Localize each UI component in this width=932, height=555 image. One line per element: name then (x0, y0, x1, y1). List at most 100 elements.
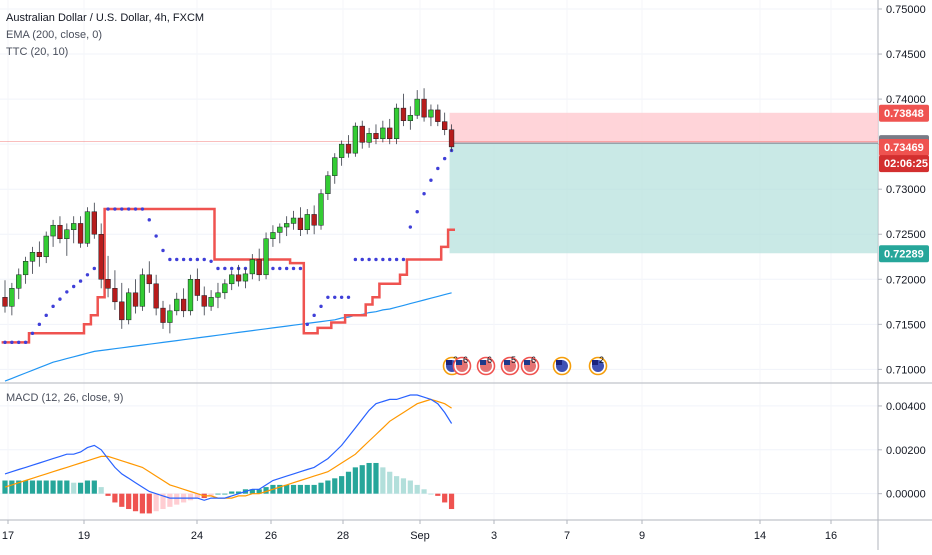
sar-dot (92, 266, 97, 271)
candle (22, 256, 29, 284)
bear-candle-body (256, 259, 262, 276)
candle (222, 279, 228, 300)
bull-candle-body (174, 298, 180, 312)
bull-candle-body (22, 261, 29, 276)
sar-dot (271, 266, 275, 271)
sar-dot (367, 257, 371, 262)
candle (263, 232, 269, 280)
bull-candle-body (126, 292, 132, 321)
price-tick-label: 0.72500 (886, 229, 926, 241)
candle (442, 112, 448, 136)
sar-dot (223, 266, 227, 271)
macd-histogram-bar (277, 484, 283, 494)
sar-dot (188, 257, 193, 262)
sar-dot (23, 340, 28, 345)
price-badge-box (879, 155, 929, 173)
macd-histogram-bar (71, 482, 77, 494)
candle (235, 264, 242, 287)
sar-dot (72, 284, 76, 289)
bull-candle-body (208, 297, 214, 307)
bear-candle-body (132, 292, 139, 307)
price-tick-label: 0.74500 (886, 49, 926, 61)
candle (187, 274, 194, 316)
event-count: 2 (599, 355, 604, 365)
sar-dot (195, 257, 200, 262)
candle (249, 254, 255, 280)
flag-canton (446, 360, 452, 365)
macd-signal-line (4, 398, 452, 499)
macd-histogram-bar (284, 484, 290, 494)
candle (352, 122, 359, 157)
event-us-flag[interactable]: 6 (476, 355, 496, 376)
bull-candle-body (222, 283, 228, 294)
bull-candle-body (16, 274, 22, 289)
bull-candle-body (9, 288, 15, 307)
bull-candle-body (215, 292, 221, 298)
macd-histogram-bar (297, 484, 304, 494)
candle (208, 290, 214, 311)
candle (414, 90, 420, 119)
price-badge-stop: 0.73848 (879, 104, 929, 122)
bear-candle-body (345, 143, 352, 154)
macd-histogram-bar (146, 493, 152, 514)
sar-dot (58, 297, 62, 301)
macd-histogram-bar (428, 493, 434, 495)
stop-loss-zone (449, 112, 878, 144)
sar-dot (3, 340, 7, 345)
macd-histogram-bar (311, 484, 317, 494)
bear-candle-body (359, 125, 365, 143)
candle (29, 246, 36, 274)
candle (9, 282, 15, 316)
price-badge-target: 0.72289 (879, 245, 929, 263)
candle (448, 124, 455, 152)
macd-histogram-bar (414, 484, 420, 494)
candle (77, 216, 84, 248)
sar-dot (230, 266, 234, 271)
time-tick-label: 14 (754, 530, 766, 542)
candle (16, 268, 22, 300)
candle (126, 288, 132, 325)
bull-candle-body (242, 273, 249, 282)
candle (290, 210, 297, 230)
macd-histogram-bar (126, 493, 132, 510)
event-us-flag[interactable]: 5 (500, 355, 520, 376)
candle (139, 268, 146, 311)
candle (421, 88, 427, 122)
bear-candle-body (180, 298, 187, 312)
candle (393, 103, 400, 145)
candle (153, 274, 159, 316)
event-au-flag[interactable]: 2 (588, 355, 608, 376)
sar-dot (85, 273, 90, 277)
candle (277, 223, 283, 244)
event-au-flag[interactable] (552, 356, 572, 376)
sar-dot (209, 259, 213, 263)
bear-candle-body (201, 295, 207, 307)
event-us-flag[interactable]: 6 (452, 355, 472, 376)
sar-dot (44, 313, 48, 318)
sar-dot (126, 207, 131, 211)
flag-canton (480, 360, 486, 365)
event-us-flag[interactable]: 6 (520, 355, 540, 376)
bull-candle-body (290, 217, 297, 224)
sar-dot (442, 156, 447, 161)
candle (201, 286, 207, 316)
candle (2, 280, 8, 313)
bear-candle-body (2, 297, 8, 307)
sar-dot (175, 257, 179, 262)
time-tick-label: 28 (337, 530, 349, 542)
sar-dot (381, 257, 385, 262)
bull-candle-body (229, 274, 235, 285)
candle (57, 216, 63, 244)
candle (36, 241, 43, 267)
candle (297, 207, 304, 237)
bear-candle-body (98, 233, 104, 280)
candle (167, 304, 173, 334)
macd-legend: MACD (12, 26, close, 9) (6, 392, 124, 404)
macd-histogram-bar (448, 493, 455, 510)
ema-200-line (4, 292, 452, 382)
macd-histogram-bar (380, 467, 386, 494)
bull-candle-body (64, 229, 70, 240)
macd-histogram-bar (16, 480, 22, 494)
sar-dot (284, 266, 289, 271)
